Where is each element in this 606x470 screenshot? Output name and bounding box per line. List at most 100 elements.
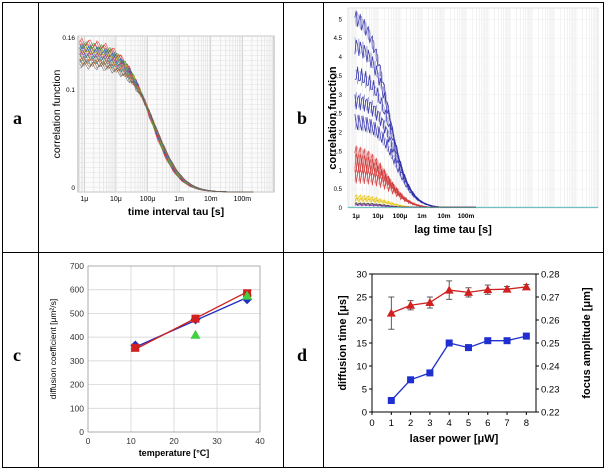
data-point-diffusion-time: [502, 284, 512, 293]
table-col-divider-right: [323, 2, 324, 468]
y-tick-label: 5: [339, 17, 343, 23]
x-tick-label: 10: [126, 436, 136, 446]
y-tick-label: 3: [339, 93, 343, 99]
data-point-green: [242, 290, 253, 300]
series-line-focus-amplitude: [390, 335, 527, 401]
y-tick-label: 1: [339, 168, 343, 174]
y-tick-label: 10: [356, 362, 367, 373]
chart-c: 0 100 200 300 400 500 600 700 0 10 20 30 40 temperatu…: [48, 261, 265, 458]
y-tick-label: 200: [70, 380, 84, 390]
y2-tick-label: 0.25: [541, 339, 560, 350]
chart-a: 1μ 10μ 100μ 1m 10m 100m 0.16 0.1 0 time interval …: [51, 35, 275, 218]
y-tick-label: 30: [356, 270, 367, 281]
x-tick-label: 20: [169, 436, 179, 446]
data-point-diffusion-time: [521, 282, 531, 291]
y-tick-label: 0: [71, 185, 75, 192]
y-tick-label: 100: [70, 403, 84, 413]
y2-tick-label: 0.28: [541, 270, 560, 281]
x-tick-label: 1m: [417, 213, 427, 220]
y-tick-label: 300: [70, 356, 84, 366]
data-point-focus-amplitude: [426, 369, 434, 377]
x-tick-label: 10μ: [110, 196, 122, 203]
plot-border: [371, 273, 537, 413]
y-axis-label: diffusion coefficient [μm²/s]: [48, 299, 58, 400]
y2-tick-label: 0.26: [541, 316, 560, 327]
x-tick-label: 2: [408, 418, 413, 429]
y-tick-label: 4: [339, 55, 343, 61]
x-tick-label: 1m: [174, 196, 184, 203]
panel-label-a: a: [13, 108, 22, 128]
x-tick-label: 6: [485, 418, 490, 429]
x-tick-label: 3: [427, 418, 432, 429]
data-point-diffusion-time: [463, 287, 473, 296]
panel-label-d: d: [297, 345, 308, 365]
x-tick-label: 30: [212, 436, 222, 446]
decay-curve: [79, 62, 254, 193]
y-tick-label: 15: [356, 339, 367, 350]
y-axis-label: diffusion time [μs]: [337, 295, 349, 391]
y-tick-label: 3.5: [334, 74, 343, 80]
x-tick-label: 10m: [204, 196, 218, 203]
y-tick-label: 0: [362, 408, 367, 419]
data-point-focus-amplitude: [484, 337, 492, 345]
table-col-divider-mid: [283, 2, 284, 468]
y-tick-label: 5: [362, 385, 367, 396]
trend-line: [130, 289, 252, 352]
y2-tick-label: 0.22: [541, 408, 560, 419]
panel-label-c: c: [13, 345, 21, 365]
plot-border: [87, 265, 261, 433]
y-tick-label: 500: [70, 308, 84, 318]
series-line-diffusion-time: [391, 286, 527, 314]
x-tick-label: 10m: [437, 213, 450, 220]
x-tick-label: 8: [524, 418, 529, 429]
chart-d: 0510152025300.220.230.240.250.260.270.28…: [337, 270, 593, 446]
data-point-focus-amplitude: [503, 337, 511, 345]
data-point-green: [190, 329, 201, 339]
y-tick-label: 4.5: [334, 36, 343, 42]
x-tick-label: 1μ: [352, 213, 360, 220]
y2-tick-label: 0.23: [541, 385, 560, 396]
data-point-red: [191, 314, 200, 323]
data-point-diffusion-time: [483, 285, 493, 294]
chart-b: 0 0.5 1 1.5 2 2.5 3 3.5 4 4.5 5 1μ 10μ 100μ 1m 10m 100m l…: [327, 7, 599, 236]
y-tick-label: 0: [339, 206, 343, 212]
data-point-diffusion-time: [386, 308, 396, 317]
x-axis-label: laser power [μW]: [410, 433, 499, 445]
panel-label-b: b: [297, 108, 308, 128]
x-tick-label: 0: [86, 436, 91, 446]
data-point-diffusion-time: [444, 285, 454, 294]
x-tick-label: 100m: [458, 213, 475, 220]
x-tick-label: 10μ: [372, 213, 383, 220]
x-axis-label: time interval tau [s]: [128, 206, 224, 218]
x-tick-label: 100m: [234, 196, 252, 203]
y-tick-label: 25: [356, 293, 367, 304]
data-point-focus-amplitude: [387, 397, 395, 404]
y-tick-label: 0.16: [62, 35, 75, 42]
x-tick-label: 40: [255, 436, 265, 446]
y-tick-label: 600: [70, 285, 84, 295]
x-tick-label: 4: [447, 418, 452, 429]
y-tick-label: 2: [339, 131, 343, 137]
y-tick-label: 0: [79, 427, 84, 437]
x-tick-label: 7: [504, 418, 509, 429]
data-point-focus-amplitude: [407, 376, 415, 384]
y-tick-label: 0.1: [66, 87, 75, 94]
y-tick-label: 400: [70, 332, 84, 342]
x-tick-label: 100μ: [140, 196, 156, 203]
data-point-focus-amplitude: [445, 339, 453, 347]
x-tick-label: 1: [389, 418, 394, 429]
table-col-divider-left-top: [38, 2, 39, 468]
y-tick-label: 700: [70, 261, 84, 271]
x-tick-label: 1μ: [80, 196, 88, 203]
x-axis-label: lag time tau [s]: [414, 224, 492, 236]
y-tick-label: 2.5: [334, 112, 343, 118]
data-point-diffusion-time: [406, 300, 416, 309]
x-axis-label: temperature [°C]: [139, 448, 210, 458]
y2-axis-label: focus amplitude [μm]: [581, 287, 593, 399]
x-tick-label: 0: [369, 418, 374, 429]
y-tick-label: 1.5: [334, 149, 343, 155]
data-point-focus-amplitude: [464, 344, 472, 352]
data-point-focus-amplitude: [522, 332, 530, 340]
x-tick-label: 5: [466, 418, 471, 429]
